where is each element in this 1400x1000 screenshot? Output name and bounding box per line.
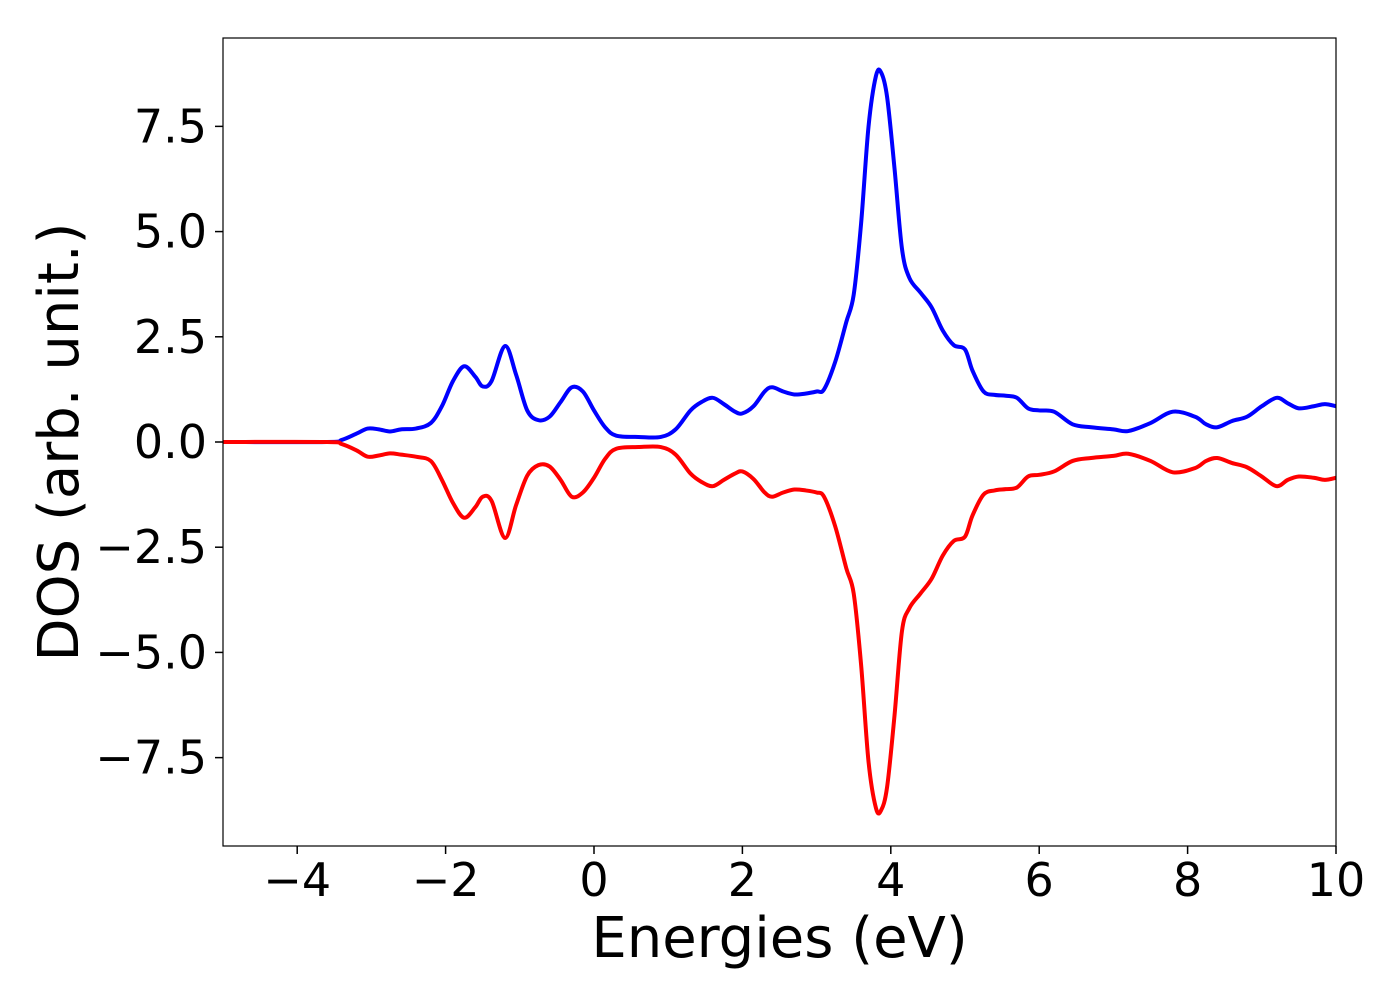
plot-area (223, 67, 1336, 816)
y-axis-label: DOS (arb. unit.) (27, 222, 92, 661)
x-tick-label: 0 (579, 853, 608, 907)
y-tick-label: −5.0 (95, 625, 207, 679)
x-tick-label: 10 (1307, 853, 1366, 907)
y-tick-label: 0.0 (134, 415, 207, 469)
y-axis: 7.5 5.0 2.5 0.0 −2.5 −5.0 −7.5 (95, 99, 223, 785)
x-axis-label: Energies (eV) (591, 906, 967, 971)
y-tick-label: −7.5 (95, 731, 207, 785)
y-tick-label: 5.0 (134, 205, 207, 259)
y-tick-label: −2.5 (95, 520, 207, 574)
x-tick-label: 8 (1173, 853, 1202, 907)
x-axis: −4 −2 0 2 4 6 8 10 (263, 846, 1365, 907)
series-line-spin-up (223, 67, 1336, 445)
x-tick-label: 4 (876, 853, 905, 907)
x-tick-label: −2 (412, 853, 480, 907)
series-line-spin-down (223, 439, 1336, 816)
x-tick-label: −4 (263, 853, 331, 907)
y-tick-label: 2.5 (134, 310, 207, 364)
x-tick-label: 6 (1025, 853, 1054, 907)
y-tick-label: 7.5 (134, 99, 207, 153)
axes-frame (222, 37, 1337, 847)
x-tick-label: 2 (728, 853, 757, 907)
